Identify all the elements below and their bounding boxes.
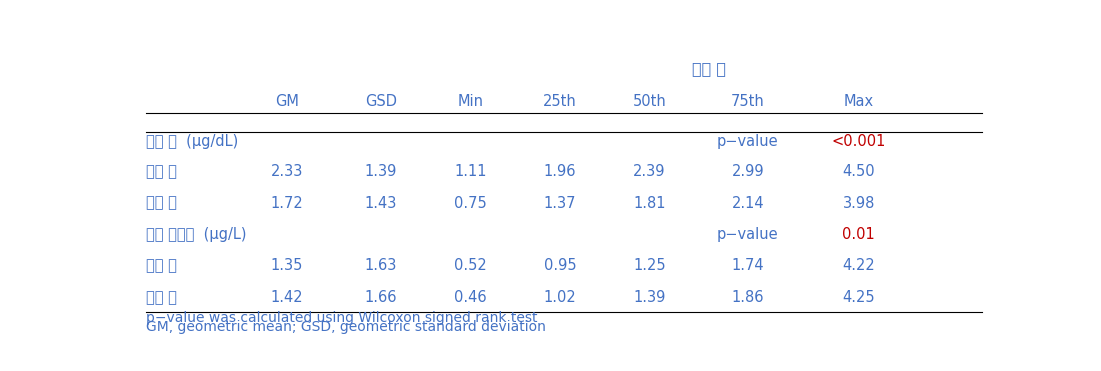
Text: Max: Max	[843, 94, 874, 109]
Text: 0.01: 0.01	[842, 227, 875, 242]
Text: 혁중 납  (μg/dL): 혁중 납 (μg/dL)	[146, 134, 239, 149]
Text: 0.52: 0.52	[454, 259, 487, 273]
Text: 중재 전: 중재 전	[146, 164, 177, 179]
Text: 1.96: 1.96	[544, 164, 576, 179]
Text: 1.42: 1.42	[271, 290, 303, 305]
Text: 2.39: 2.39	[633, 164, 666, 179]
Text: 50th: 50th	[633, 94, 666, 109]
Text: 1.25: 1.25	[633, 259, 666, 273]
Text: GM, geometric mean; GSD, geometric standard deviation: GM, geometric mean; GSD, geometric stand…	[146, 320, 546, 334]
Text: p−value was calculated using Wilcoxon signed rank test: p−value was calculated using Wilcoxon si…	[146, 311, 537, 325]
Text: 중재 전: 중재 전	[146, 259, 177, 273]
Text: 1.11: 1.11	[454, 164, 487, 179]
Text: 분위 값: 분위 값	[693, 61, 727, 76]
Text: 중재 후: 중재 후	[146, 290, 177, 305]
Text: 4.50: 4.50	[842, 164, 875, 179]
Text: 혁중 카드듼  (μg/L): 혁중 카드듼 (μg/L)	[146, 227, 247, 242]
Text: 75th: 75th	[731, 94, 764, 109]
Text: 4.22: 4.22	[842, 259, 875, 273]
Text: 중재 후: 중재 후	[146, 196, 177, 211]
Text: 3.98: 3.98	[842, 196, 875, 211]
Text: p−value: p−value	[717, 134, 778, 149]
Text: 1.63: 1.63	[364, 259, 397, 273]
Text: 1.86: 1.86	[731, 290, 764, 305]
Text: 4.25: 4.25	[842, 290, 875, 305]
Text: 2.99: 2.99	[731, 164, 764, 179]
Text: 1.81: 1.81	[633, 196, 666, 211]
Text: 1.74: 1.74	[731, 259, 764, 273]
Text: 1.39: 1.39	[364, 164, 397, 179]
Text: 1.72: 1.72	[271, 196, 303, 211]
Text: 1.66: 1.66	[364, 290, 397, 305]
Text: 0.95: 0.95	[544, 259, 576, 273]
Text: <0.001: <0.001	[831, 134, 886, 149]
Text: 0.75: 0.75	[454, 196, 487, 211]
Text: GM: GM	[275, 94, 298, 109]
Text: Min: Min	[457, 94, 483, 109]
Text: 1.35: 1.35	[271, 259, 303, 273]
Text: 2.14: 2.14	[731, 196, 764, 211]
Text: 25th: 25th	[543, 94, 577, 109]
Text: GSD: GSD	[364, 94, 396, 109]
Text: 0.46: 0.46	[454, 290, 487, 305]
Text: 1.39: 1.39	[633, 290, 666, 305]
Text: 2.33: 2.33	[271, 164, 303, 179]
Text: 1.43: 1.43	[364, 196, 397, 211]
Text: p−value: p−value	[717, 227, 778, 242]
Text: 1.02: 1.02	[544, 290, 576, 305]
Text: 1.37: 1.37	[544, 196, 576, 211]
